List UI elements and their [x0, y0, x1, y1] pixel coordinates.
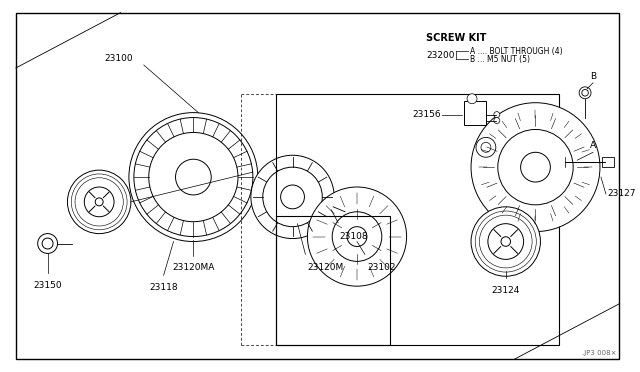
Circle shape [481, 142, 491, 152]
Circle shape [95, 198, 103, 206]
Text: 23118: 23118 [149, 283, 178, 292]
Text: B: B [590, 72, 596, 81]
Circle shape [471, 207, 540, 276]
Text: 23102: 23102 [367, 263, 396, 272]
Circle shape [494, 112, 500, 118]
Circle shape [263, 167, 323, 227]
Bar [464, 101, 486, 125]
Circle shape [263, 187, 269, 193]
Bar [276, 94, 559, 344]
Circle shape [332, 212, 382, 262]
Circle shape [501, 237, 511, 246]
Text: 23127: 23127 [607, 189, 636, 198]
Circle shape [251, 155, 334, 238]
Circle shape [347, 227, 367, 247]
Circle shape [488, 224, 524, 259]
Circle shape [307, 187, 406, 286]
Text: 23156: 23156 [413, 110, 442, 119]
Text: A .... BOLT THROUGH (4): A .... BOLT THROUGH (4) [470, 46, 563, 56]
Circle shape [494, 118, 500, 124]
Circle shape [175, 159, 211, 195]
Text: 23150: 23150 [33, 281, 62, 290]
Circle shape [471, 103, 600, 232]
Text: 23108: 23108 [339, 232, 368, 241]
Circle shape [498, 129, 573, 205]
Circle shape [467, 94, 477, 104]
Circle shape [67, 170, 131, 234]
Circle shape [38, 234, 58, 253]
Circle shape [258, 182, 274, 198]
Bar [602, 157, 614, 167]
Circle shape [321, 201, 333, 213]
Circle shape [476, 137, 496, 157]
Circle shape [252, 176, 280, 204]
Circle shape [579, 87, 591, 99]
Text: .JP3 008×: .JP3 008× [582, 350, 617, 356]
Text: 23120MA: 23120MA [172, 263, 214, 272]
Circle shape [134, 118, 253, 237]
Text: 23200: 23200 [426, 51, 455, 60]
Text: SCREW KIT: SCREW KIT [426, 33, 487, 43]
Text: 23120M: 23120M [307, 263, 344, 272]
Text: 23124: 23124 [492, 286, 520, 295]
Text: B ... M5 NUT (5): B ... M5 NUT (5) [470, 55, 530, 64]
Circle shape [84, 187, 114, 217]
Circle shape [520, 152, 550, 182]
Text: 23100: 23100 [105, 54, 133, 63]
Text: A: A [590, 141, 596, 150]
Circle shape [280, 185, 305, 209]
Circle shape [42, 238, 53, 249]
Circle shape [148, 132, 238, 222]
Bar [276, 216, 390, 344]
Circle shape [582, 90, 588, 96]
